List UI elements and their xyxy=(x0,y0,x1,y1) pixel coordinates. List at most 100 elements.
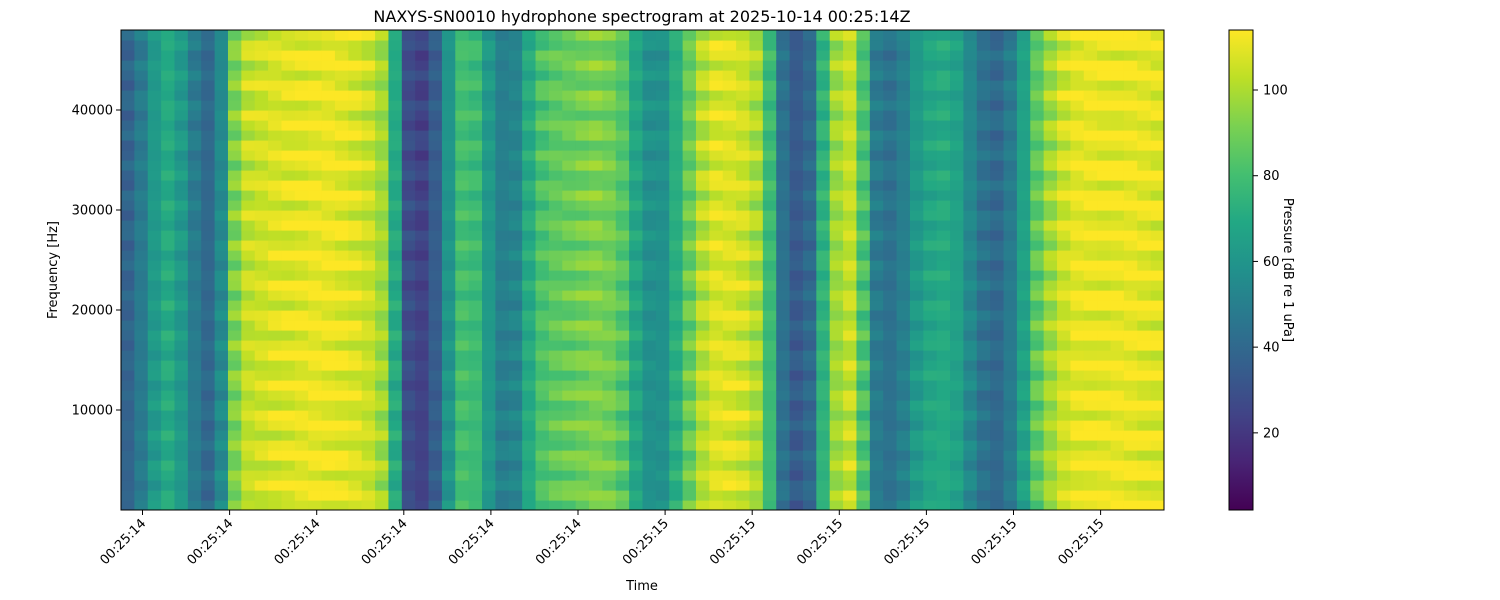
heatmap-cell xyxy=(642,60,657,71)
heatmap-cell xyxy=(736,80,751,91)
heatmap-cell xyxy=(401,380,416,391)
heatmap-cell xyxy=(655,210,670,221)
heatmap-cell xyxy=(321,240,336,251)
heatmap-cell xyxy=(241,430,256,441)
colorbar-tick-label: 20 xyxy=(1263,426,1280,441)
heatmap-cell xyxy=(1016,70,1031,81)
heatmap-cell xyxy=(1016,380,1031,391)
heatmap-cell xyxy=(227,160,242,171)
heatmap-cell xyxy=(682,110,697,121)
heatmap-cell xyxy=(161,290,176,301)
heatmap-cell xyxy=(936,40,951,51)
heatmap-cell xyxy=(241,470,256,481)
heatmap-cell xyxy=(682,380,697,391)
heatmap-cell xyxy=(923,380,938,391)
heatmap-cell xyxy=(762,30,777,41)
heatmap-cell xyxy=(388,430,403,441)
heatmap-cell xyxy=(375,40,390,51)
heatmap-cell xyxy=(963,440,978,451)
heatmap-cell xyxy=(321,440,336,451)
heatmap-cell xyxy=(709,300,724,311)
heatmap-cell xyxy=(789,160,804,171)
heatmap-cell xyxy=(1043,60,1058,71)
heatmap-cell xyxy=(589,300,603,311)
heatmap-cell xyxy=(642,70,657,81)
heatmap-cell xyxy=(976,460,991,471)
heatmap-cell xyxy=(1030,310,1045,321)
heatmap-cell xyxy=(1150,370,1164,381)
heatmap-cell xyxy=(856,330,871,341)
heatmap-cell xyxy=(869,280,884,291)
heatmap-cell xyxy=(1003,190,1018,201)
heatmap-cell xyxy=(495,170,510,181)
heatmap-cell xyxy=(495,410,510,421)
heatmap-cell xyxy=(1097,300,1112,311)
heatmap-cell xyxy=(655,130,670,141)
heatmap-cell xyxy=(1083,490,1098,501)
heatmap-cell xyxy=(1097,220,1112,231)
heatmap-cell xyxy=(268,330,283,341)
heatmap-cell xyxy=(1137,460,1152,471)
heatmap-cell xyxy=(482,80,497,91)
heatmap-cell xyxy=(655,490,670,501)
heatmap-cell xyxy=(575,80,590,91)
heatmap-cell xyxy=(789,440,804,451)
heatmap-cell xyxy=(749,310,764,321)
heatmap-cell xyxy=(990,180,1005,191)
heatmap-cell xyxy=(695,420,710,431)
heatmap-cell xyxy=(281,170,296,181)
heatmap-cell xyxy=(508,270,523,281)
heatmap-cell xyxy=(522,90,537,101)
heatmap-cell xyxy=(468,370,483,381)
heatmap-cell xyxy=(201,490,216,501)
heatmap-cell xyxy=(749,290,764,301)
heatmap-cell xyxy=(709,310,724,321)
heatmap-cell xyxy=(883,450,898,461)
heatmap-cell xyxy=(1057,130,1071,141)
heatmap-cell xyxy=(187,460,202,471)
heatmap-cell xyxy=(174,400,189,411)
heatmap-cell xyxy=(455,390,470,401)
heatmap-cell xyxy=(441,360,456,371)
heatmap-cell xyxy=(1070,260,1085,271)
heatmap-cell xyxy=(816,440,831,451)
heatmap-cell xyxy=(1057,420,1071,431)
heatmap-cell xyxy=(348,40,363,51)
heatmap-cell xyxy=(829,360,844,371)
heatmap-cell xyxy=(1110,150,1125,161)
heatmap-cell xyxy=(936,420,951,431)
heatmap-cell xyxy=(789,400,804,411)
heatmap-cell xyxy=(1137,120,1152,131)
heatmap-cell xyxy=(722,180,737,191)
heatmap-cell xyxy=(602,210,617,221)
heatmap-cell xyxy=(161,480,176,491)
x-tick-label: 00:25:14 xyxy=(272,516,324,568)
heatmap-cell xyxy=(1150,390,1164,401)
heatmap-cell xyxy=(495,400,510,411)
heatmap-cell xyxy=(281,350,296,361)
heatmap-cell xyxy=(548,350,563,361)
heatmap-cell xyxy=(896,330,911,341)
heatmap-cell xyxy=(187,220,202,231)
heatmap-cell xyxy=(1150,400,1164,411)
heatmap-cell xyxy=(655,110,670,121)
heatmap-cell xyxy=(375,190,390,201)
heatmap-cell xyxy=(1057,490,1071,501)
heatmap-cell xyxy=(294,280,309,291)
heatmap-cell xyxy=(869,230,884,241)
heatmap-cell xyxy=(121,240,135,251)
heatmap-cell xyxy=(1110,380,1125,391)
heatmap-cell xyxy=(134,260,149,271)
heatmap-cell xyxy=(1016,280,1031,291)
heatmap-cell xyxy=(321,320,336,331)
heatmap-cell xyxy=(134,70,149,81)
heatmap-cell xyxy=(695,400,710,411)
heatmap-cell xyxy=(495,290,510,301)
heatmap-cell xyxy=(1110,60,1125,71)
heatmap-cell xyxy=(174,120,189,131)
heatmap-cell xyxy=(589,240,603,251)
heatmap-cell xyxy=(749,480,764,491)
heatmap-cell xyxy=(629,170,644,181)
heatmap-cell xyxy=(976,140,991,151)
